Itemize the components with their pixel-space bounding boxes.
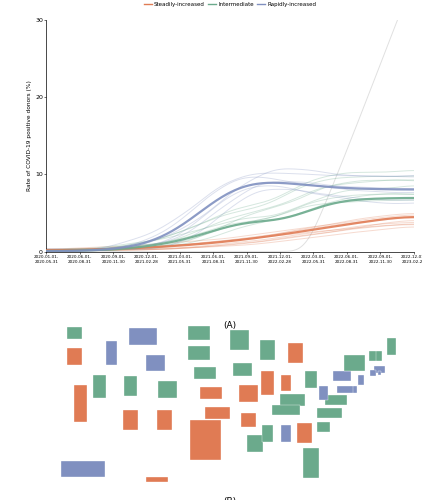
- Bar: [287, 343, 303, 363]
- Bar: [247, 435, 262, 452]
- Bar: [158, 382, 177, 398]
- Bar: [129, 328, 157, 344]
- Bar: [188, 326, 210, 340]
- Bar: [370, 370, 376, 376]
- Bar: [189, 420, 221, 460]
- Bar: [67, 348, 82, 365]
- Bar: [387, 338, 396, 355]
- Bar: [374, 366, 385, 373]
- Bar: [74, 385, 87, 422]
- Bar: [281, 425, 291, 442]
- Bar: [188, 346, 210, 360]
- Bar: [280, 394, 305, 406]
- Bar: [123, 410, 138, 430]
- Text: (A): (A): [223, 321, 237, 330]
- Legend: Steadily-increased, Intermediate, Rapidly-increased: Steadily-increased, Intermediate, Rapidl…: [142, 0, 318, 9]
- Bar: [239, 385, 258, 402]
- Bar: [124, 376, 137, 396]
- Bar: [369, 352, 377, 362]
- Bar: [93, 375, 106, 398]
- Bar: [297, 423, 312, 443]
- Bar: [260, 340, 275, 360]
- Bar: [67, 327, 82, 339]
- Bar: [281, 375, 291, 392]
- Bar: [261, 372, 273, 395]
- Bar: [194, 367, 216, 379]
- Bar: [357, 375, 364, 385]
- Bar: [305, 372, 317, 388]
- Bar: [241, 413, 257, 426]
- Bar: [262, 425, 273, 442]
- Bar: [106, 342, 117, 365]
- Bar: [61, 462, 105, 477]
- Bar: [317, 422, 330, 432]
- Bar: [230, 330, 249, 349]
- Bar: [337, 386, 353, 393]
- Bar: [333, 372, 352, 382]
- Bar: [344, 355, 365, 372]
- Bar: [378, 372, 381, 375]
- Bar: [325, 395, 346, 405]
- Bar: [146, 477, 168, 482]
- Y-axis label: Rate of COVID-19 positive donors (%): Rate of COVID-19 positive donors (%): [27, 80, 32, 191]
- Bar: [303, 448, 319, 478]
- Bar: [200, 387, 222, 399]
- Bar: [157, 410, 173, 430]
- Bar: [146, 355, 165, 372]
- Bar: [272, 405, 300, 415]
- Bar: [233, 363, 252, 376]
- Bar: [352, 386, 357, 393]
- Bar: [317, 408, 342, 418]
- Bar: [205, 407, 230, 419]
- Bar: [376, 352, 382, 362]
- Text: (B): (B): [223, 497, 237, 500]
- Bar: [319, 386, 328, 400]
